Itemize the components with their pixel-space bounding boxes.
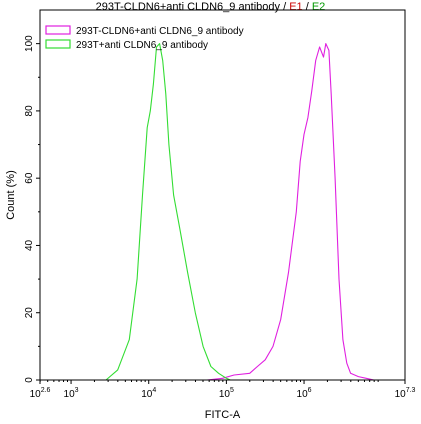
x-tick-label: 107.3 <box>395 387 416 400</box>
x-tick-labels: 102.6 103 104 105 106 107.3 <box>30 387 416 400</box>
legend: 293T-CLDN6+anti CLDN6_9 antibody 293T+an… <box>45 25 244 51</box>
legend-swatch-series-2 <box>45 39 71 49</box>
series-line-2 <box>105 43 231 381</box>
y-axis-label: Count (%) <box>5 170 17 220</box>
y-tick-label: 80 <box>24 105 35 117</box>
legend-swatch-series-1 <box>45 25 71 35</box>
y-tick-label: 60 <box>24 172 35 184</box>
y-tick-label: 0 <box>24 377 35 383</box>
series-lines <box>105 43 375 381</box>
y-tick-labels: 0 20 40 60 80 100 <box>24 35 35 383</box>
x-axis-label: FITC-A <box>205 409 241 421</box>
series-line-1 <box>206 43 375 381</box>
x-tick-label: 104 <box>141 387 156 400</box>
y-tick-label: 40 <box>24 239 35 251</box>
y-tick-label: 20 <box>24 307 35 319</box>
legend-label-series-2: 293T+anti CLDN6_9 antibody <box>76 40 208 51</box>
title-sep-2: / <box>302 1 312 13</box>
x-tick-label: 105 <box>219 387 234 400</box>
axis-ticks <box>36 43 406 384</box>
legend-label-series-1: 293T-CLDN6+anti CLDN6_9 antibody <box>76 26 244 37</box>
y-tick-label: 100 <box>24 35 35 52</box>
x-tick-label: 106 <box>297 387 312 400</box>
plot-frame <box>39 9 406 381</box>
title-sep-1: / <box>280 1 290 13</box>
x-tick-label: 102.6 <box>30 387 51 400</box>
x-tick-label: 103 <box>64 387 79 400</box>
